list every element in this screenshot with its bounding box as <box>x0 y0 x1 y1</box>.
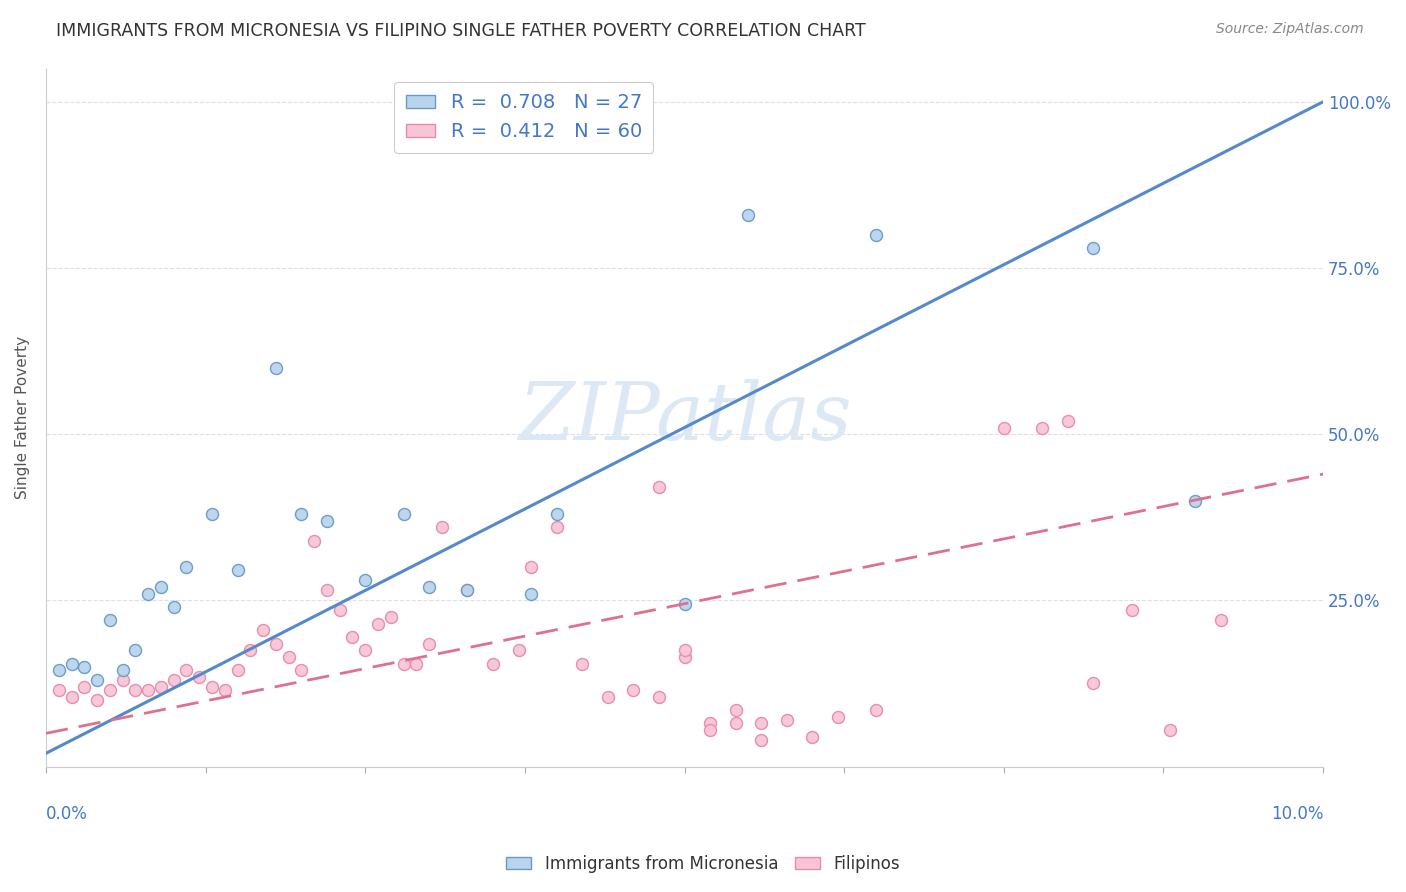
Point <box>623 683 645 698</box>
Point <box>329 603 352 617</box>
Point <box>73 660 96 674</box>
Point <box>264 360 287 375</box>
Point <box>48 683 70 698</box>
Point <box>226 564 249 578</box>
Point <box>724 703 747 717</box>
Point <box>520 560 543 574</box>
Point <box>176 663 198 677</box>
Point <box>176 560 198 574</box>
Point <box>201 680 224 694</box>
Point <box>1083 241 1105 255</box>
Point <box>1056 414 1078 428</box>
Point <box>201 507 224 521</box>
Point <box>1121 603 1143 617</box>
Text: IMMIGRANTS FROM MICRONESIA VS FILIPINO SINGLE FATHER POVERTY CORRELATION CHART: IMMIGRANTS FROM MICRONESIA VS FILIPINO S… <box>56 22 866 40</box>
Point <box>648 690 671 704</box>
Point <box>86 673 108 688</box>
Point <box>749 716 772 731</box>
Point <box>163 600 186 615</box>
Point <box>596 690 619 704</box>
Point <box>60 690 83 704</box>
Point <box>73 680 96 694</box>
Point <box>1159 723 1181 737</box>
Point <box>456 583 478 598</box>
Point <box>98 683 121 698</box>
Point <box>98 613 121 627</box>
Point <box>354 643 377 657</box>
Y-axis label: Single Father Poverty: Single Father Poverty <box>15 336 30 500</box>
Point <box>865 227 887 242</box>
Point <box>124 643 146 657</box>
Point <box>316 514 339 528</box>
Point <box>508 643 530 657</box>
Point <box>673 643 696 657</box>
Point <box>252 624 274 638</box>
Point <box>546 507 568 521</box>
Point <box>405 657 427 671</box>
Legend: R =  0.708   N = 27, R =  0.412   N = 60: R = 0.708 N = 27, R = 0.412 N = 60 <box>394 82 654 153</box>
Point <box>111 663 134 677</box>
Point <box>302 533 325 548</box>
Point <box>392 657 415 671</box>
Point <box>520 587 543 601</box>
Point <box>699 716 721 731</box>
Point <box>380 610 402 624</box>
Point <box>456 583 478 598</box>
Point <box>277 649 299 664</box>
Point <box>60 657 83 671</box>
Point <box>111 673 134 688</box>
Point <box>827 710 849 724</box>
Point <box>239 643 262 657</box>
Point <box>86 693 108 707</box>
Point <box>163 673 186 688</box>
Text: 10.0%: 10.0% <box>1271 805 1323 823</box>
Point <box>392 507 415 521</box>
Point <box>724 716 747 731</box>
Point <box>749 733 772 747</box>
Point <box>699 723 721 737</box>
Text: Source: ZipAtlas.com: Source: ZipAtlas.com <box>1216 22 1364 37</box>
Point <box>801 730 824 744</box>
Point <box>149 580 172 594</box>
Point <box>418 637 440 651</box>
Point <box>290 507 312 521</box>
Point <box>648 480 671 494</box>
Point <box>354 574 377 588</box>
Point <box>316 583 339 598</box>
Text: 0.0%: 0.0% <box>46 805 87 823</box>
Point <box>342 630 364 644</box>
Point <box>776 713 799 727</box>
Point <box>673 597 696 611</box>
Point <box>482 657 505 671</box>
Point <box>1083 676 1105 690</box>
Point <box>124 683 146 698</box>
Point <box>48 663 70 677</box>
Point <box>264 637 287 651</box>
Point <box>367 616 389 631</box>
Legend: Immigrants from Micronesia, Filipinos: Immigrants from Micronesia, Filipinos <box>499 848 907 880</box>
Text: ZIPatlas: ZIPatlas <box>517 379 851 457</box>
Point <box>136 587 159 601</box>
Point <box>136 683 159 698</box>
Point <box>865 703 887 717</box>
Point <box>188 670 211 684</box>
Point <box>546 520 568 534</box>
Point <box>430 520 453 534</box>
Point <box>418 580 440 594</box>
Point <box>149 680 172 694</box>
Point <box>214 683 236 698</box>
Point <box>571 657 593 671</box>
Point <box>993 420 1015 434</box>
Point <box>290 663 312 677</box>
Point <box>1184 493 1206 508</box>
Point <box>1031 420 1053 434</box>
Point <box>1209 613 1232 627</box>
Point <box>673 649 696 664</box>
Point <box>226 663 249 677</box>
Point <box>737 208 759 222</box>
